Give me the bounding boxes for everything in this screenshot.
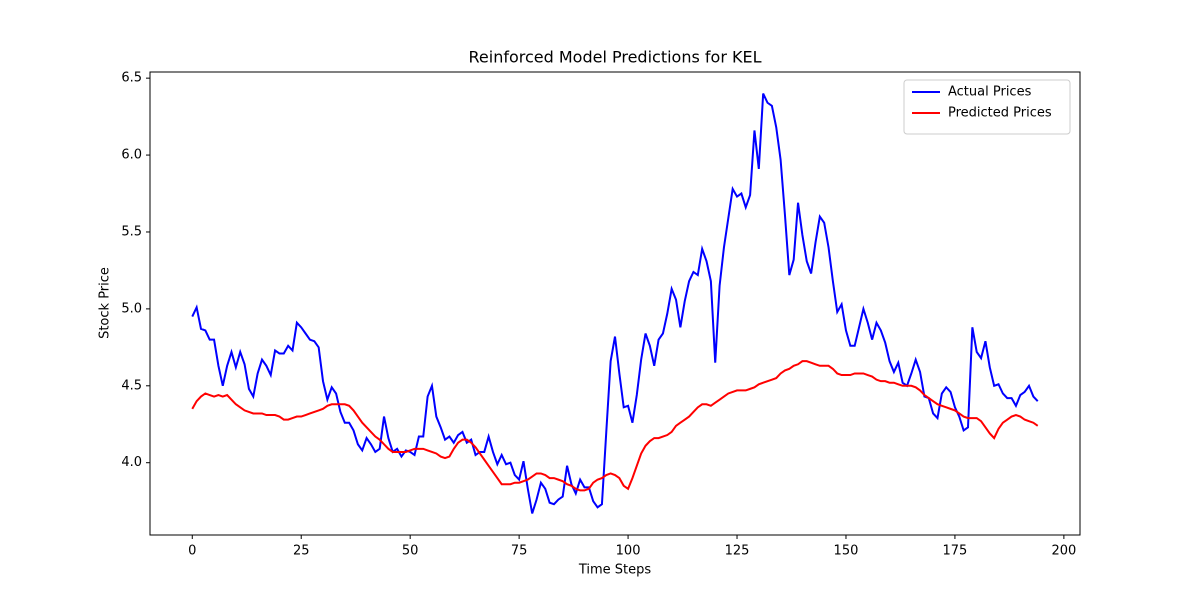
- series-line: [191, 93, 1039, 514]
- x-tick-label: 0: [188, 544, 196, 559]
- series-line: [191, 360, 1039, 492]
- y-tick-label: 4.0: [121, 455, 142, 470]
- x-tick-label: 200: [1051, 544, 1076, 559]
- x-tick-label: 25: [293, 544, 310, 559]
- plot-frame: [149, 71, 1081, 536]
- y-tick-label: 5.0: [121, 301, 142, 316]
- y-axis-label: Stock Price: [98, 267, 113, 339]
- chart-title: Reinforced Model Predictions for KEL: [469, 48, 762, 67]
- y-tick-label: 4.5: [121, 378, 142, 393]
- y-tick-label: 6.5: [121, 71, 142, 86]
- legend-box: [903, 79, 1071, 135]
- x-tick-label: 75: [511, 544, 528, 559]
- x-tick-label: 150: [834, 544, 859, 559]
- x-tick-label: 175: [943, 544, 968, 559]
- y-tick-label: 5.5: [121, 224, 142, 239]
- x-tick-label: 100: [616, 544, 641, 559]
- legend-label: Predicted Prices: [948, 106, 1052, 121]
- x-tick-label: 125: [725, 544, 750, 559]
- y-tick-label: 6.0: [121, 148, 142, 163]
- x-axis-label: Time Steps: [578, 563, 652, 578]
- legend-label: Actual Prices: [948, 85, 1032, 100]
- x-tick-label: 50: [402, 544, 419, 559]
